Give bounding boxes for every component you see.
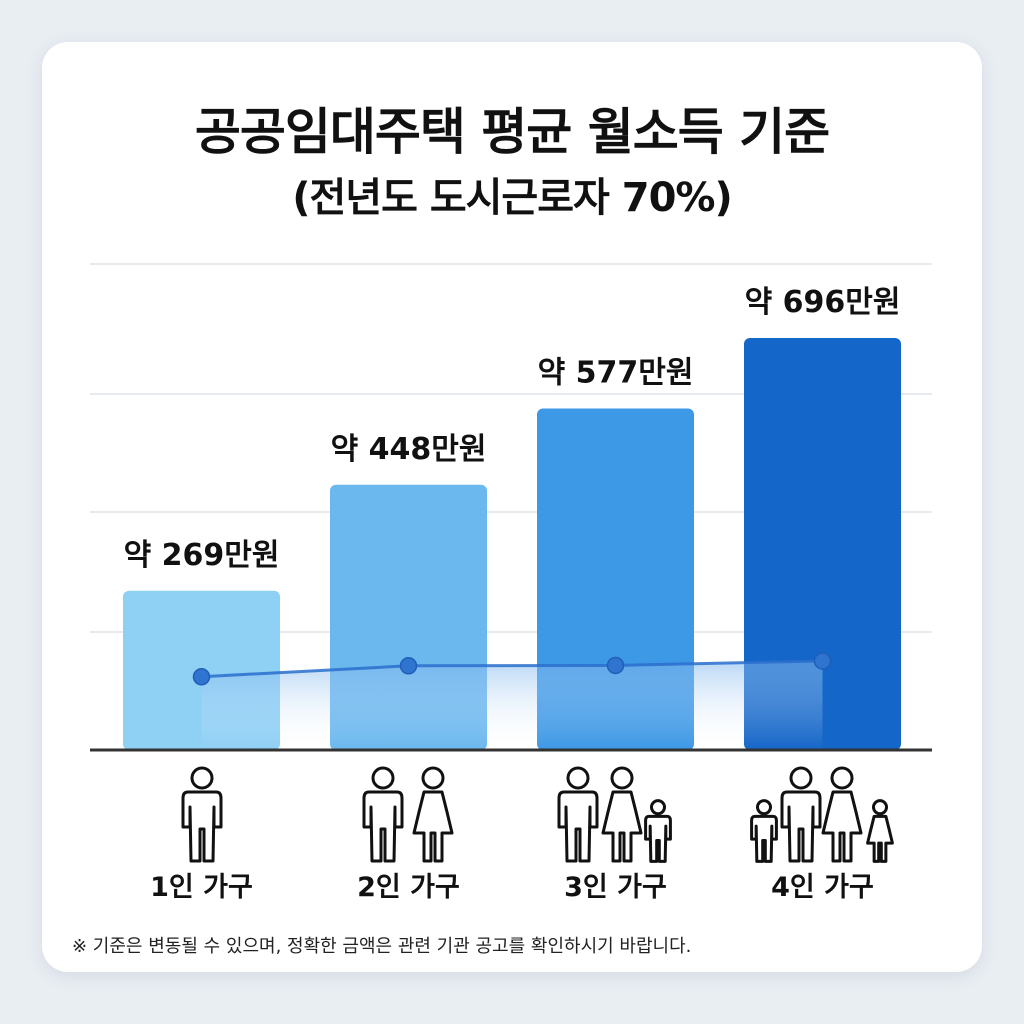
category-label: 2인 가구	[357, 872, 460, 903]
footnote: ※ 기준은 변동될 수 있으며, 정확한 금액은 관련 기관 공고를 확인하시기…	[72, 936, 692, 957]
trend-point	[192, 668, 211, 686]
couple-icon	[362, 766, 454, 863]
family-of-four-icon	[750, 766, 894, 863]
category-label: 4인 가구	[771, 872, 874, 903]
trend-line	[201, 659, 823, 679]
category-label: 1인 가구	[150, 872, 253, 903]
family-of-three-icon	[557, 766, 672, 863]
value-label: 약 269만원	[124, 538, 280, 573]
trend-point	[606, 656, 625, 675]
value-label: 약 696만원	[745, 285, 901, 320]
trend-area	[201, 661, 823, 750]
trend-point	[399, 657, 418, 675]
bar	[744, 338, 901, 750]
chart-subtitle: (전년도 도시근로자 70%)	[292, 175, 733, 221]
value-label: 약 577만원	[538, 355, 694, 390]
trend-point	[813, 652, 832, 670]
single-person-icon	[181, 766, 223, 863]
value-label: 약 448만원	[331, 432, 487, 467]
chart-title: 공공임대주택 평균 월소득 기준	[194, 103, 830, 161]
category-label: 3인 가구	[564, 872, 667, 903]
